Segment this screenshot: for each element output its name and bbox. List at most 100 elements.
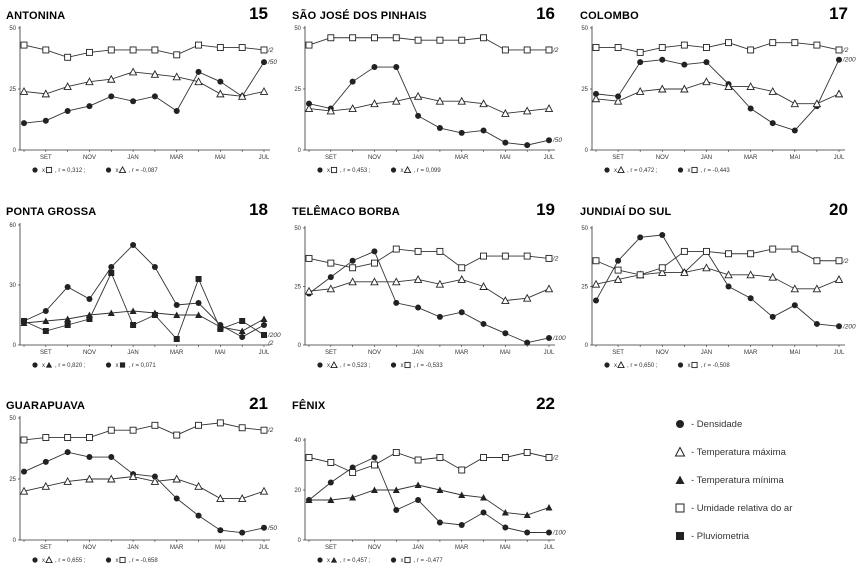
data-point <box>746 82 755 91</box>
data-point <box>305 41 313 49</box>
y-tick-label: 25 <box>294 285 301 291</box>
data-point <box>327 259 335 267</box>
data-point <box>64 107 71 114</box>
data-point <box>21 120 27 127</box>
data-point <box>546 529 552 536</box>
data-point <box>63 82 72 91</box>
panel-20: JUNDIAÍ DO SUL 20 50 25 0 SET NOV JAN MAR MAI JUL /… <box>580 200 856 369</box>
data-point <box>64 434 72 441</box>
data-point <box>592 257 600 265</box>
data-point <box>523 46 531 54</box>
open-square-icon <box>675 503 685 513</box>
stat-x: x <box>42 168 45 174</box>
panel-22: FÊNIX 22 40 20 0 SET NOV JAN MAR MAI JUL/100/2 x , r… <box>292 394 566 564</box>
data-point <box>216 419 224 427</box>
series-line <box>308 248 550 269</box>
data-point <box>812 99 822 108</box>
data-point <box>502 524 509 531</box>
x-tick-label: JAN <box>127 155 138 161</box>
stat-value: , r = -0,443 <box>701 168 731 174</box>
data-point <box>173 336 180 342</box>
data-point <box>680 41 688 49</box>
data-point <box>151 312 158 318</box>
stat-x: x <box>116 558 119 564</box>
data-point <box>392 449 400 456</box>
x-tick-label: NOV <box>83 155 96 161</box>
x-tick-label: JAN <box>701 155 712 161</box>
data-point <box>522 293 532 302</box>
stat-symbol <box>118 165 127 174</box>
data-point <box>546 334 552 341</box>
data-point <box>523 449 531 456</box>
stat-symbol <box>404 361 411 369</box>
stat-x: x <box>614 363 617 369</box>
stat-value: , r = 0,523 ; <box>340 363 371 369</box>
data-point <box>768 86 777 95</box>
x-tick-label: JAN <box>412 350 423 356</box>
y-tick-label: 20 <box>294 488 301 494</box>
scale-note: /2 <box>552 47 559 54</box>
panel-number: 19 <box>536 200 555 219</box>
data-point <box>812 284 822 293</box>
stat-symbol <box>404 556 411 564</box>
data-point <box>349 494 357 501</box>
y-tick-label: 0 <box>298 538 302 544</box>
series-square-open: /2 <box>592 245 849 279</box>
data-point <box>813 320 820 327</box>
data-point <box>790 99 800 108</box>
data-point <box>413 275 423 283</box>
series-line <box>308 250 550 344</box>
data-point <box>305 496 313 503</box>
data-point <box>615 257 622 264</box>
y-tick-label: 25 <box>9 477 16 483</box>
data-point <box>86 454 93 461</box>
data-point <box>613 96 623 105</box>
data-point <box>415 497 422 503</box>
y-tick-label: 0 <box>585 148 589 154</box>
data-point <box>392 277 401 286</box>
stat-value: , r = -0,508 <box>701 363 731 369</box>
y-tick-label: 0 <box>298 343 302 349</box>
panel-number: 21 <box>249 394 268 413</box>
data-point <box>769 120 776 127</box>
y-tick-label: 25 <box>294 87 301 93</box>
stat-symbol <box>617 165 625 174</box>
open-triangle-icon <box>674 446 686 457</box>
data-point <box>790 284 800 293</box>
x-tick-label: MAR <box>455 545 469 551</box>
series-square-open: /2 <box>20 41 274 61</box>
data-point <box>768 272 777 281</box>
data-point <box>544 284 554 293</box>
data-point <box>42 308 49 314</box>
data-point <box>414 481 422 488</box>
legend-item-densidade: - Densidade <box>674 410 854 438</box>
scale-note: /2 <box>842 258 849 265</box>
data-point <box>436 486 444 493</box>
series-line <box>23 422 265 441</box>
data-point <box>195 421 202 429</box>
x-tick-label: SET <box>612 155 624 161</box>
data-point <box>480 454 487 461</box>
stat-value: , r = 0,312 ; <box>55 168 86 174</box>
data-point <box>261 332 267 338</box>
data-point <box>217 78 224 85</box>
series-square: /200 <box>21 270 281 342</box>
series-line <box>23 61 265 124</box>
stat-value: , r = -0,658 <box>129 558 159 564</box>
data-point <box>86 296 93 302</box>
data-point <box>195 512 202 519</box>
data-point <box>747 295 754 302</box>
panel-title: COLOMBO <box>580 10 639 22</box>
stat-value: , r = 0,457 ; <box>340 558 371 564</box>
data-point <box>173 311 181 318</box>
data-point <box>371 454 378 461</box>
data-point <box>658 84 667 93</box>
data-point <box>458 36 466 44</box>
series-line <box>23 44 265 58</box>
data-point <box>370 277 379 286</box>
data-point <box>216 89 225 98</box>
panel-title: GUARAPUAVA <box>6 400 85 412</box>
data-point <box>21 318 27 324</box>
data-point <box>436 454 444 461</box>
series-triangle-open <box>304 91 554 117</box>
